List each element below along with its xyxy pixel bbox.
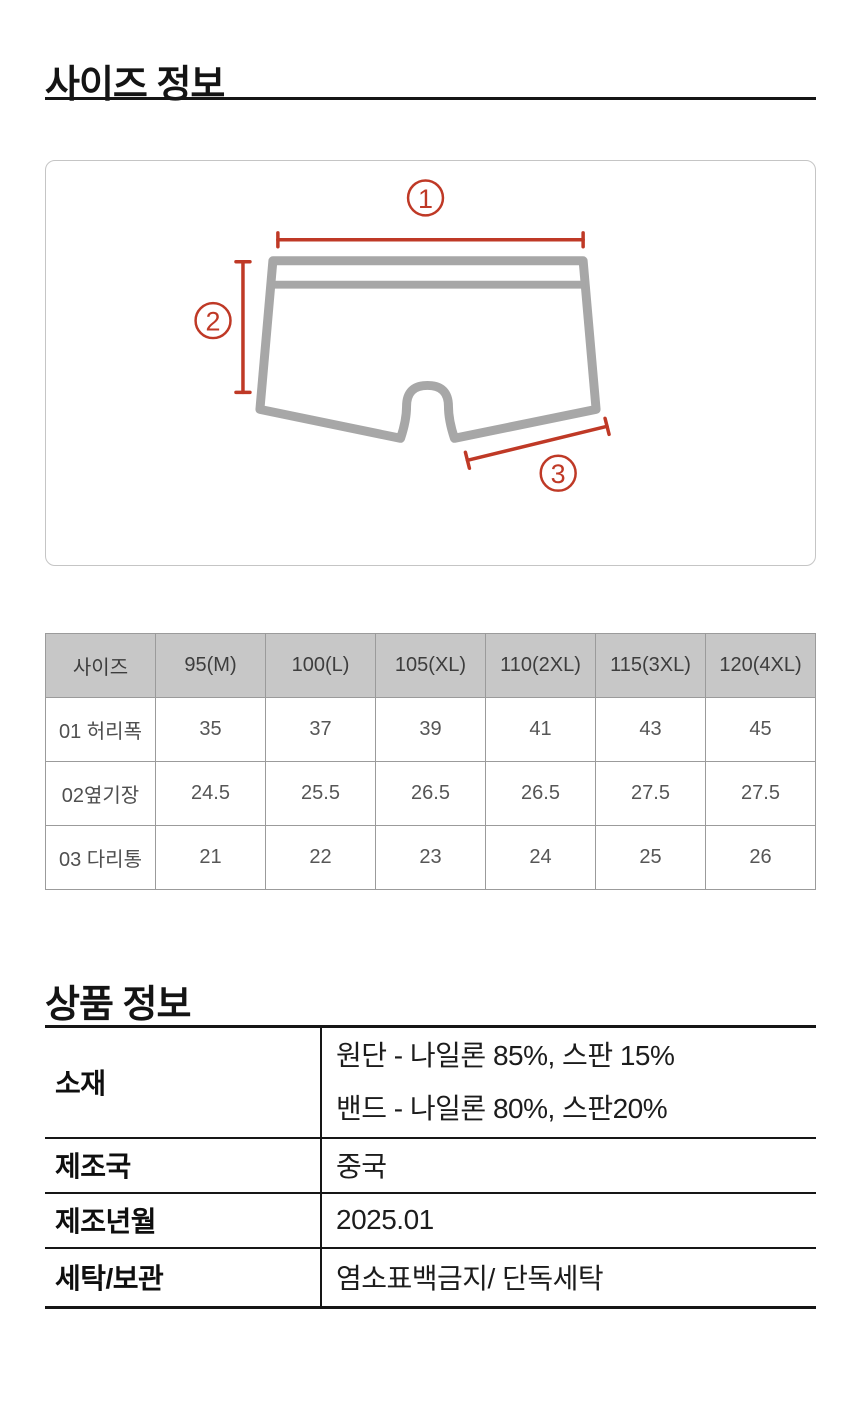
measure-1-circle-icon bbox=[406, 179, 445, 217]
measure-3-arrow bbox=[463, 416, 611, 470]
measure-2-circle-icon bbox=[194, 301, 232, 340]
material-band-line: 밴드 - 나일론 80%, 스판20% bbox=[336, 1093, 668, 1125]
row-label: 02옆기장 bbox=[45, 761, 156, 826]
size-col-header: 사이즈 bbox=[45, 633, 156, 698]
size-col-105xl: 105(XL) bbox=[375, 633, 486, 698]
date-label: 제조년월 bbox=[45, 1191, 322, 1248]
size-diagram-panel: 1 2 3 bbox=[45, 160, 816, 566]
product-info-table: 소재 원단 - 나일론 85%, 스판 15% 밴드 - 나일론 80%, 스판… bbox=[45, 1025, 816, 1309]
measure-3-number: 3 bbox=[551, 459, 566, 489]
measure-3-circle-icon bbox=[539, 454, 577, 492]
row-label: 03 다리통 bbox=[45, 825, 156, 890]
size-table: 사이즈 95(M) 100(L) 105(XL) 110(2XL) 115(3X… bbox=[45, 633, 816, 890]
cell-value: 25 bbox=[595, 825, 706, 890]
measure-1-arrow bbox=[276, 231, 585, 249]
cell-value: 24.5 bbox=[155, 761, 266, 826]
cell-value: 27.5 bbox=[595, 761, 706, 826]
size-title-underline bbox=[45, 97, 816, 100]
washing-label: 세탁/보관 bbox=[45, 1246, 322, 1308]
material-value: 원단 - 나일론 85%, 스판 15% 밴드 - 나일론 80%, 스판20% bbox=[321, 1027, 816, 1138]
country-label: 제조국 bbox=[45, 1136, 322, 1193]
material-label: 소재 bbox=[45, 1026, 322, 1138]
country-value: 중국 bbox=[321, 1136, 816, 1193]
cell-value: 25.5 bbox=[265, 761, 376, 826]
table-row-manufacture-date: 제조년월 2025.01 bbox=[45, 1191, 816, 1248]
cell-value: 22 bbox=[265, 825, 376, 890]
date-value: 2025.01 bbox=[321, 1191, 816, 1248]
cell-value: 21 bbox=[155, 825, 266, 890]
size-col-100l: 100(L) bbox=[265, 633, 376, 698]
size-table-header-row: 사이즈 95(M) 100(L) 105(XL) 110(2XL) 115(3X… bbox=[45, 633, 816, 698]
cell-value: 26.5 bbox=[485, 761, 596, 826]
cell-value: 39 bbox=[375, 697, 486, 762]
cell-value: 45 bbox=[705, 697, 816, 762]
table-row-country: 제조국 중국 bbox=[45, 1136, 816, 1193]
table-row-leg-opening: 03 다리통 21 22 23 24 25 26 bbox=[45, 825, 816, 890]
measure-2-number: 2 bbox=[206, 307, 221, 337]
shorts-outline bbox=[255, 256, 601, 443]
measure-1-number: 1 bbox=[418, 184, 433, 214]
cell-value: 23 bbox=[375, 825, 486, 890]
measure-2-arrow bbox=[234, 260, 252, 395]
size-col-115-3xl: 115(3XL) bbox=[595, 633, 706, 698]
cell-value: 26.5 bbox=[375, 761, 486, 826]
row-label: 01 허리폭 bbox=[45, 697, 156, 762]
cell-value: 26 bbox=[705, 825, 816, 890]
cell-value: 35 bbox=[155, 697, 266, 762]
cell-value: 27.5 bbox=[705, 761, 816, 826]
cell-value: 24 bbox=[485, 825, 596, 890]
table-row-washing: 세탁/보관 염소표백금지/ 단독세탁 bbox=[45, 1246, 816, 1308]
material-fabric-line: 원단 - 나일론 85%, 스판 15% bbox=[336, 1040, 675, 1072]
cell-value: 37 bbox=[265, 697, 376, 762]
size-diagram: 1 2 3 bbox=[194, 179, 611, 492]
size-col-110-2xl: 110(2XL) bbox=[485, 633, 596, 698]
table-row-waist-width: 01 허리폭 35 37 39 41 43 45 bbox=[45, 697, 816, 762]
cell-value: 41 bbox=[485, 697, 596, 762]
size-info-title: 사이즈 정보 bbox=[45, 64, 225, 107]
washing-value: 염소표백금지/ 단독세탁 bbox=[321, 1246, 816, 1308]
size-col-120-4xl: 120(4XL) bbox=[705, 633, 816, 698]
table-row-side-length: 02옆기장 24.5 25.5 26.5 26.5 27.5 27.5 bbox=[45, 761, 816, 826]
size-col-95m: 95(M) bbox=[155, 633, 266, 698]
cell-value: 43 bbox=[595, 697, 706, 762]
product-info-title: 상품 정보 bbox=[45, 984, 191, 1027]
table-row-material: 소재 원단 - 나일론 85%, 스판 15% 밴드 - 나일론 80%, 스판… bbox=[45, 1026, 816, 1138]
